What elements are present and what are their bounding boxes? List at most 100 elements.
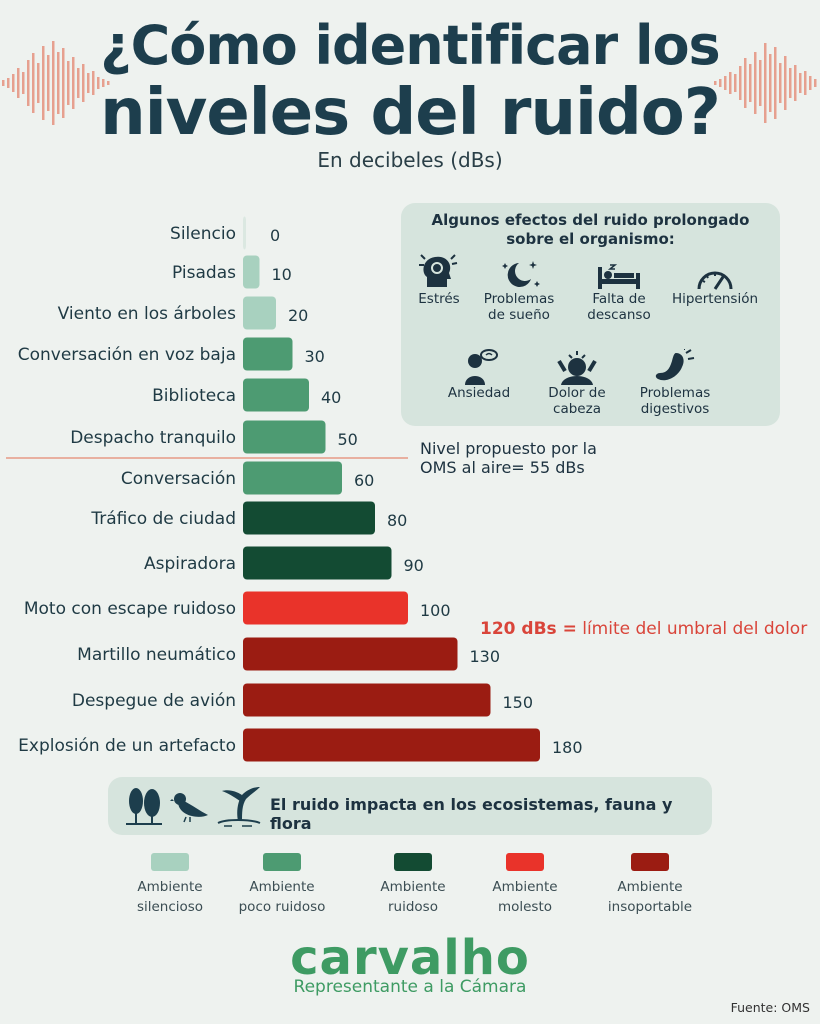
wave-bar: [62, 48, 65, 118]
effect-label: Estrés: [418, 291, 460, 307]
bar-9: [243, 591, 408, 625]
wave-bar: [814, 79, 817, 87]
value-label: 60: [354, 471, 374, 490]
bar-7: [243, 501, 375, 535]
wave-bar: [809, 76, 812, 90]
wave-bar: [77, 68, 80, 98]
wave-bar: [67, 61, 70, 105]
value-label: 150: [503, 693, 534, 712]
value-label: 90: [404, 556, 424, 575]
value-label: 50: [338, 430, 358, 449]
pain-threshold-strong: 120 dBs =: [480, 619, 577, 639]
stomach-icon: [655, 349, 695, 381]
pain-threshold-note: 120 dBs = límite del umbral del dolor: [480, 619, 807, 639]
category-label: Despacho tranquilo: [70, 428, 236, 448]
category-label: Biblioteca: [152, 386, 236, 406]
wave-bar: [2, 80, 5, 86]
legend-swatch: [506, 853, 544, 871]
value-label: 0: [270, 226, 280, 245]
category-label: Viento en los árboles: [58, 304, 236, 324]
value-label: 100: [420, 601, 451, 620]
wave-bar: [92, 71, 95, 95]
value-label: 20: [288, 306, 308, 325]
effects-title: Algunos efectos del ruido prolongado sob…: [431, 211, 750, 248]
wave-bar: [739, 66, 742, 100]
value-label: 130: [470, 647, 501, 666]
bar-5: [243, 420, 326, 454]
wave-bar: [7, 78, 10, 88]
wave-bar: [12, 74, 15, 92]
wave-bar: [714, 81, 717, 85]
legend-swatch: [263, 853, 301, 871]
wave-bar: [779, 63, 782, 103]
legend-item-ruidoso: Ambiente ruidoso: [348, 853, 478, 917]
effect-item-descanso: Falta de descanso: [569, 263, 669, 323]
bar-12: [243, 728, 540, 762]
wave-bar: [37, 63, 40, 103]
bar-4: [243, 378, 309, 412]
category-label: Conversación: [121, 469, 236, 489]
legend-label: Ambiente silencioso: [136, 879, 204, 915]
wave-bar: [794, 65, 797, 101]
wave-bar: [87, 73, 90, 93]
moon-stars-icon: [502, 261, 540, 287]
effect-item-sueno: Problemas de sueño: [469, 259, 569, 323]
wave-bar: [724, 76, 727, 90]
category-label: Tráfico de ciudad: [90, 509, 236, 529]
wave-bar: [769, 54, 772, 112]
page-title-line-1: ¿Cómo identificar los: [100, 14, 720, 77]
wave-bar: [102, 79, 105, 87]
wave-bar: [82, 64, 85, 102]
category-label: Pisadas: [172, 263, 236, 283]
category-label: Aspiradora: [144, 554, 236, 574]
legend-swatch: [394, 853, 432, 871]
bird-icon: [170, 793, 208, 823]
category-label: Explosión de un artefacto: [18, 736, 236, 756]
value-label: 180: [552, 738, 583, 757]
wave-bar: [719, 79, 722, 87]
bar-8: [243, 546, 392, 580]
ecosystem-text: El ruido impacta en los ecosistemas, fau…: [270, 795, 673, 833]
effect-label: Dolor de cabeza: [548, 385, 606, 417]
wave-bar: [749, 64, 752, 102]
noise-level-bar-chart: Silencio 0 Pisadas 10 Viento en los árboles 2…: [6, 216, 583, 762]
value-label: 40: [321, 388, 341, 407]
wave-bar: [799, 73, 802, 93]
effect-label: Ansiedad: [447, 385, 511, 401]
wave-bar: [72, 57, 75, 109]
sound-wave-left-icon: [2, 41, 110, 125]
anxious-person-icon: [465, 349, 498, 385]
effect-label: Falta de descanso: [587, 291, 651, 323]
wave-bar: [734, 74, 737, 92]
wave-bar: [774, 47, 777, 119]
category-label: Conversación en voz baja: [18, 345, 236, 365]
wave-bar: [784, 56, 787, 110]
wave-bar: [22, 72, 25, 94]
effect-item-hipertension: Hipertensión: [665, 265, 765, 307]
wave-bar: [744, 58, 747, 108]
category-label: Silencio: [170, 224, 236, 244]
sound-wave-right-icon: [714, 43, 817, 123]
bar-2: [243, 296, 276, 330]
legend-swatch: [151, 853, 189, 871]
effect-item-estres: Estrés: [389, 251, 489, 307]
ecosystem-banner: El ruido impacta en los ecosistemas, fau…: [108, 777, 712, 835]
wave-bar: [57, 52, 60, 114]
wave-bar: [17, 68, 20, 98]
pain-threshold-text: límite del umbral del dolor: [576, 619, 808, 639]
page-title-line-2: niveles del ruido?: [100, 76, 721, 150]
legend-item-molesto: Ambiente molesto: [460, 853, 590, 917]
bar-11: [243, 683, 491, 717]
value-label: 30: [305, 347, 325, 366]
wave-bar: [729, 72, 732, 94]
bar-0: [243, 216, 246, 250]
value-label: 10: [272, 265, 292, 284]
gauge-icon: [697, 271, 733, 290]
oms-threshold-note: Nivel propuesto por la OMS al aire= 55 d…: [420, 439, 597, 477]
source-note: Fuente: OMS: [730, 1000, 810, 1015]
legend-label: Ambiente poco ruidoso: [238, 879, 326, 915]
brand-logo: carvalho: [290, 930, 530, 986]
wave-bar: [47, 55, 50, 111]
category-label: Moto con escape ruidoso: [24, 599, 236, 619]
legend-item-silencioso: Ambiente silencioso: [105, 853, 235, 917]
